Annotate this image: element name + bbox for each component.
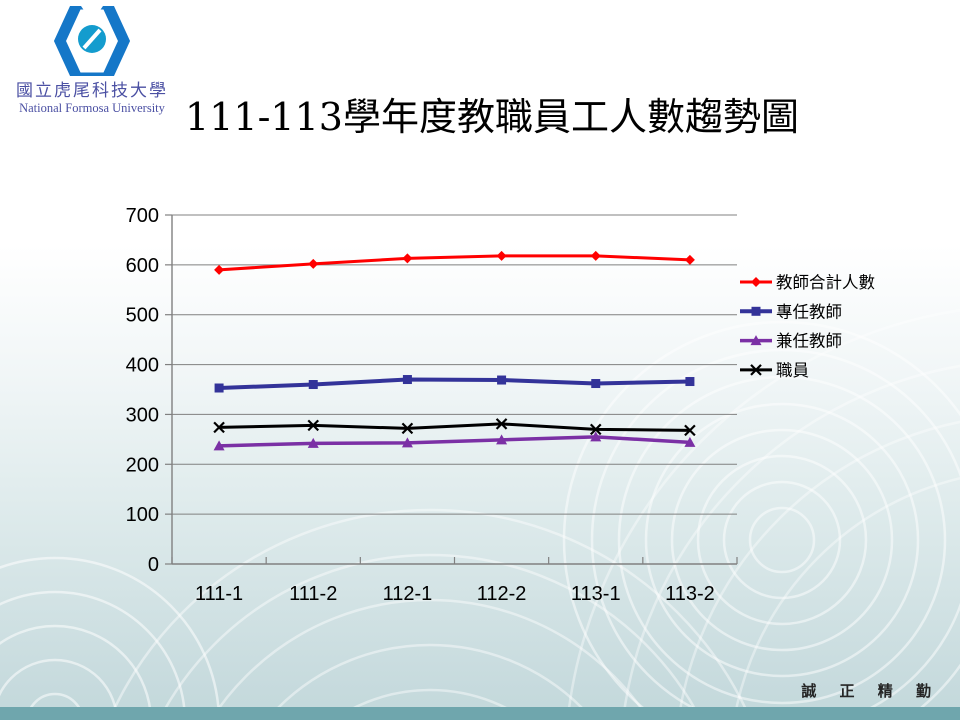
- y-tick-label: 600: [126, 255, 159, 277]
- marker-diamond: [402, 253, 413, 264]
- marker-x: [401, 422, 414, 435]
- y-tick-label: 700: [126, 205, 159, 227]
- marker-square: [497, 375, 507, 385]
- y-tick-label: 300: [126, 404, 159, 426]
- marker-x: [213, 421, 225, 434]
- university-name-zh: 國立虎尾科技大學: [16, 81, 168, 100]
- marker-x: [750, 364, 762, 376]
- marker-square: [402, 375, 412, 385]
- university-name-en: National Formosa University: [19, 101, 165, 115]
- marker-square: [685, 377, 695, 387]
- marker-square: [751, 306, 761, 316]
- marker-diamond: [590, 250, 601, 261]
- x-category-label: 113-2: [665, 583, 715, 605]
- marker-x: [589, 423, 602, 436]
- slide-title: 111-113學年度教職員工人數趨勢圖: [185, 95, 799, 139]
- y-tick-label: 100: [126, 504, 159, 526]
- logo-notch: [81, 6, 103, 22]
- legend-item-label: 兼任教師: [776, 332, 842, 351]
- logo-sphere-slash: [82, 28, 102, 50]
- marker-triangle: [590, 431, 602, 442]
- y-tick-label: 200: [126, 454, 159, 476]
- legend-item-label: 專任教師: [776, 302, 842, 321]
- marker-diamond: [684, 254, 695, 265]
- marker-x: [307, 419, 320, 432]
- marker-diamond: [496, 250, 507, 261]
- marker-diamond: [214, 264, 225, 275]
- x-category-label: 112-1: [383, 583, 433, 605]
- marker-triangle: [307, 437, 319, 448]
- series-line-職員: [219, 422, 690, 432]
- bottom-accent-bar: [0, 707, 960, 720]
- x-category-label: 112-2: [477, 583, 527, 605]
- y-tick-label: 500: [126, 305, 159, 327]
- series-line-專任教師: [219, 377, 690, 391]
- marker-square: [214, 383, 224, 393]
- marker-square: [591, 379, 601, 389]
- x-category-label: 113-1: [571, 583, 621, 605]
- marker-triangle: [684, 436, 696, 447]
- y-tick-label: 0: [148, 554, 159, 576]
- marker-triangle: [401, 437, 413, 448]
- x-category-label: 111-1: [195, 583, 243, 605]
- marker-x: [684, 424, 696, 437]
- legend-item-label: 職員: [776, 361, 809, 380]
- legend-item-label: 教師合計人數: [776, 273, 875, 292]
- school-motto: 誠 正 精 勤: [801, 682, 940, 700]
- series-line-教師合計人數: [218, 254, 690, 272]
- marker-square: [308, 380, 318, 390]
- marker-triangle: [496, 434, 508, 445]
- series-line-兼任教師: [219, 435, 691, 448]
- marker-triangle: [750, 335, 762, 346]
- marker-diamond: [308, 258, 319, 269]
- marker-x: [495, 418, 508, 430]
- marker-diamond: [751, 277, 761, 287]
- x-category-label: 111-2: [289, 583, 337, 605]
- marker-triangle: [213, 440, 225, 451]
- y-tick-label: 400: [126, 355, 159, 377]
